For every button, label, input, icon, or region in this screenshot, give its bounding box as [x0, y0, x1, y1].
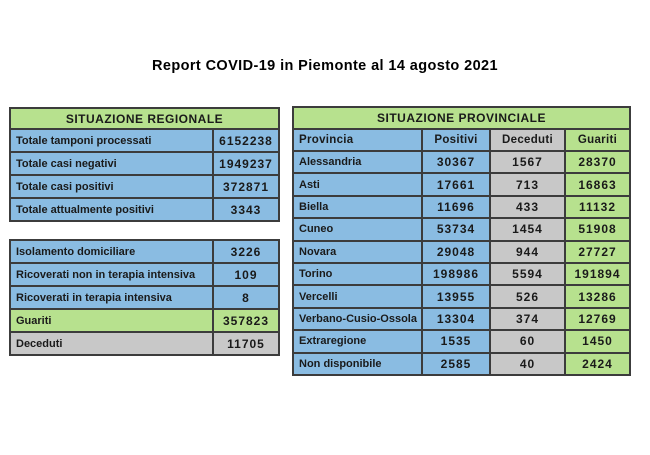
- value-cell: 357823: [212, 308, 280, 333]
- deceduti-cell: 5594: [489, 261, 566, 287]
- column-header-provincia: Provincia: [292, 128, 423, 152]
- provincia-cell: Novara: [292, 239, 423, 264]
- table-row: Extraregione 1535 60 1450: [292, 329, 632, 354]
- deceduti-cell: 433: [489, 194, 566, 220]
- positivi-cell: 53734: [421, 217, 491, 242]
- table-header-row: SITUAZIONE REGIONALE: [9, 107, 280, 130]
- deceduti-cell: 944: [489, 239, 566, 264]
- positivi-cell: 2585: [421, 351, 491, 376]
- value-cell: 109: [212, 262, 280, 287]
- report-title: Report COVID-19 in Piemonte al 14 agosto…: [152, 58, 498, 74]
- table-row: Totale casi positivi 372871: [9, 174, 280, 199]
- table-row: Torino 198986 5594 191894: [292, 261, 632, 287]
- positivi-cell: 11696: [421, 194, 491, 220]
- table-row: Ricoverati non in terapia intensiva 109: [9, 262, 280, 287]
- value-cell: 8: [212, 285, 280, 310]
- guariti-cell: 2424: [563, 351, 632, 376]
- guariti-cell: 12769: [563, 306, 632, 332]
- deceduti-cell: 1454: [489, 217, 566, 242]
- table-row: Verbano-Cusio-Ossola 13304 374 12769: [292, 306, 632, 332]
- table-row: Totale casi negativi 1949237: [9, 151, 280, 176]
- provincia-cell: Torino: [292, 261, 423, 287]
- provincia-cell: Cuneo: [292, 217, 423, 242]
- guariti-cell: 1450: [563, 329, 632, 354]
- provincia-cell: Asti: [292, 172, 423, 197]
- guariti-cell: 13286: [563, 284, 632, 309]
- column-header-guariti: Guariti: [563, 128, 632, 152]
- provincia-cell: Extraregione: [292, 329, 423, 354]
- deceduti-cell: 713: [489, 172, 566, 197]
- guariti-cell: 191894: [563, 261, 632, 287]
- table-row: Deceduti 11705: [9, 331, 280, 356]
- guariti-cell: 28370: [563, 149, 632, 175]
- label-cell: Totale casi positivi: [9, 174, 214, 199]
- deceduti-cell: 1567: [489, 149, 566, 175]
- table-row: Totale tamponi processati 6152238: [9, 128, 280, 153]
- label-cell: Totale tamponi processati: [9, 128, 214, 153]
- provincial-table-title: SITUAZIONE PROVINCIALE: [291, 106, 632, 130]
- guariti-cell: 16863: [563, 172, 632, 197]
- value-cell: 3226: [212, 239, 280, 264]
- regional-situation-table: SITUAZIONE REGIONALE Totale tamponi proc…: [9, 107, 280, 222]
- provincia-cell: Vercelli: [292, 284, 423, 309]
- table-row: Novara 29048 944 27727: [292, 239, 632, 264]
- column-header-deceduti: Deceduti: [489, 128, 566, 152]
- value-cell: 372871: [212, 174, 280, 199]
- table-header-row: SITUAZIONE PROVINCIALE: [291, 106, 632, 130]
- positivi-cell: 30367: [421, 149, 491, 175]
- provincia-cell: Biella: [292, 194, 423, 220]
- value-cell: 3343: [212, 197, 280, 222]
- value-cell: 1949237: [212, 151, 280, 176]
- column-header-positivi: Positivi: [421, 128, 491, 152]
- table-row: Asti 17661 713 16863: [292, 172, 632, 197]
- provincia-cell: Non disponibile: [292, 351, 423, 376]
- deceduti-cell: 374: [489, 306, 566, 332]
- positivi-cell: 17661: [421, 172, 491, 197]
- label-cell: Guariti: [9, 308, 214, 333]
- value-cell: 6152238: [212, 128, 280, 153]
- positivi-cell: 198986: [421, 261, 491, 287]
- column-header-row: Provincia Positivi Deceduti Guariti: [292, 128, 632, 152]
- table-row: Non disponibile 2585 40 2424: [292, 351, 632, 376]
- table-row: Cuneo 53734 1454 51908: [292, 217, 632, 242]
- guariti-cell: 11132: [563, 194, 632, 220]
- table-row: Vercelli 13955 526 13286: [292, 284, 632, 309]
- deceduti-cell: 40: [489, 351, 566, 376]
- label-cell: Ricoverati non in terapia intensiva: [9, 262, 214, 287]
- table-row: Totale attualmente positivi 3343: [9, 197, 280, 222]
- provincia-cell: Verbano-Cusio-Ossola: [292, 306, 423, 332]
- provincia-cell: Alessandria: [292, 149, 423, 175]
- positivi-cell: 29048: [421, 239, 491, 264]
- positivi-cell: 13955: [421, 284, 491, 309]
- label-cell: Ricoverati in terapia intensiva: [9, 285, 214, 310]
- table-row: Ricoverati in terapia intensiva 8: [9, 285, 280, 310]
- label-cell: Deceduti: [9, 331, 214, 356]
- current-status-table: Isolamento domiciliare 3226 Ricoverati non…: [9, 239, 280, 356]
- label-cell: Totale attualmente positivi: [9, 197, 214, 222]
- label-cell: Isolamento domiciliare: [9, 239, 214, 264]
- guariti-cell: 27727: [563, 239, 632, 264]
- table-row: Isolamento domiciliare 3226: [9, 239, 280, 264]
- table-row: Alessandria 30367 1567 28370: [292, 149, 632, 175]
- label-cell: Totale casi negativi: [9, 151, 214, 176]
- value-cell: 11705: [212, 331, 280, 356]
- positivi-cell: 1535: [421, 329, 491, 354]
- deceduti-cell: 60: [489, 329, 566, 354]
- deceduti-cell: 526: [489, 284, 566, 309]
- positivi-cell: 13304: [421, 306, 491, 332]
- guariti-cell: 51908: [563, 217, 632, 242]
- provincial-situation-table: SITUAZIONE PROVINCIALE Provincia Positiv…: [291, 106, 632, 376]
- table-row: Guariti 357823: [9, 308, 280, 333]
- table-row: Biella 11696 433 11132: [292, 194, 632, 220]
- regional-table-title: SITUAZIONE REGIONALE: [9, 107, 280, 130]
